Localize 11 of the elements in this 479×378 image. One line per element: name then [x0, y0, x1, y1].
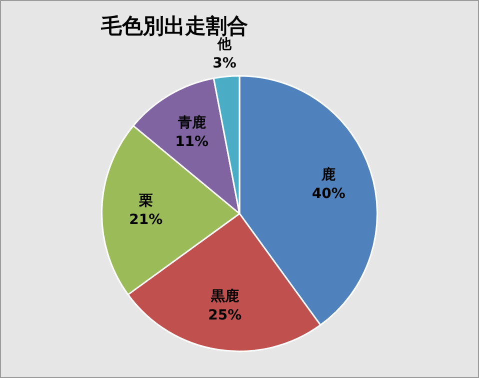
slice-label: 鹿 — [320, 166, 336, 183]
chart-title: 毛色別出走割合 — [100, 14, 248, 38]
slice-label: 青鹿 — [176, 114, 206, 132]
data-label: 21% — [129, 212, 163, 228]
data-label: 11% — [175, 134, 209, 150]
data-label: 25% — [208, 307, 242, 324]
slice-label: 黒鹿 — [210, 287, 239, 304]
slice-label: 栗 — [138, 192, 153, 209]
data-label: 40% — [312, 186, 346, 202]
slice-label: 他 — [216, 36, 232, 53]
data-label: 3% — [212, 56, 236, 72]
